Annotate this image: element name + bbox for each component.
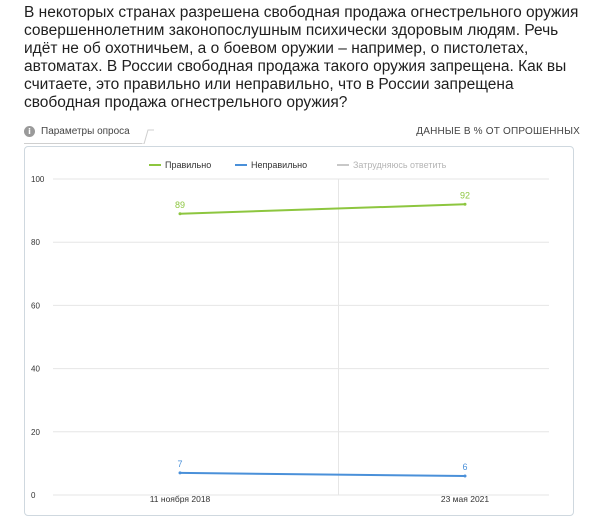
y-tick-label: 100 bbox=[31, 175, 45, 184]
params-underline bbox=[24, 143, 142, 144]
line-chart: 0 20 40 60 80 100 11 ноября 2018 23 мая 2021 Пра… bbox=[31, 160, 549, 504]
data-units-note: ДАННЫЕ В % ОТ ОПРОШЕННЫХ bbox=[416, 126, 580, 137]
params-row: i Параметры опроса ДАННЫЕ В % ОТ ОПРОШЕН… bbox=[24, 115, 580, 145]
legend-label-3: Затрудняюсь ответить bbox=[353, 160, 447, 170]
series-point-1-2 bbox=[463, 202, 467, 206]
x-tick-label: 11 ноября 2018 bbox=[150, 494, 211, 504]
x-tick-label: 23 мая 2021 bbox=[441, 494, 490, 504]
info-icon: i bbox=[24, 126, 35, 137]
y-tick-label: 20 bbox=[31, 428, 40, 437]
y-tick-label: 40 bbox=[31, 365, 40, 374]
legend-label-1: Правильно bbox=[165, 160, 211, 170]
series-line-2 bbox=[179, 471, 466, 478]
data-label-1-1: 89 bbox=[175, 200, 185, 210]
series-point-1-1 bbox=[178, 212, 182, 216]
survey-params-label: Параметры опроса bbox=[41, 126, 130, 137]
data-label-2-2: 6 bbox=[462, 462, 467, 472]
survey-question: В некоторых странах разрешена свободная … bbox=[24, 4, 579, 111]
series-point-2-2 bbox=[463, 474, 467, 478]
data-label-2-1: 7 bbox=[177, 459, 182, 469]
y-tick-label: 60 bbox=[31, 301, 40, 310]
legend-label-2: Неправильно bbox=[251, 160, 307, 170]
y-tick-label: 80 bbox=[31, 238, 40, 247]
data-label-1-2: 92 bbox=[460, 190, 470, 200]
chart-container: 0 20 40 60 80 100 11 ноября 2018 23 мая 2021 Пра… bbox=[24, 146, 574, 516]
series-line-1 bbox=[179, 203, 466, 215]
series-point-2-1 bbox=[178, 471, 182, 475]
survey-params-toggle[interactable]: i Параметры опроса bbox=[24, 126, 130, 137]
y-tick-label: 0 bbox=[31, 491, 36, 500]
params-notch bbox=[140, 129, 154, 144]
